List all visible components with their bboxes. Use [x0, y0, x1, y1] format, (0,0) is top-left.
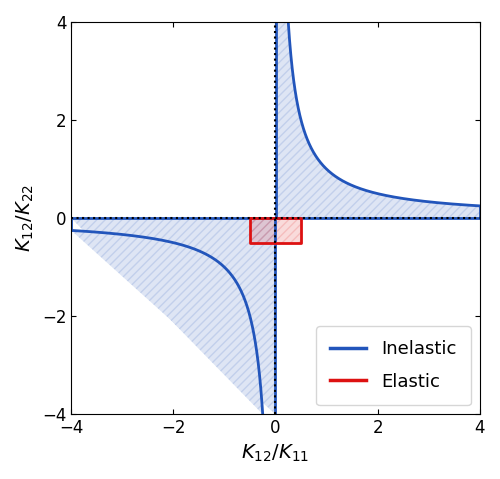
Polygon shape	[250, 218, 301, 243]
Polygon shape	[276, 22, 480, 218]
X-axis label: $K_{12}/K_{11}$: $K_{12}/K_{11}$	[242, 443, 310, 464]
Y-axis label: $K_{12}/K_{22}$: $K_{12}/K_{22}$	[15, 184, 36, 252]
Polygon shape	[71, 218, 276, 414]
Legend: Inelastic, Elastic: Inelastic, Elastic	[316, 326, 470, 405]
